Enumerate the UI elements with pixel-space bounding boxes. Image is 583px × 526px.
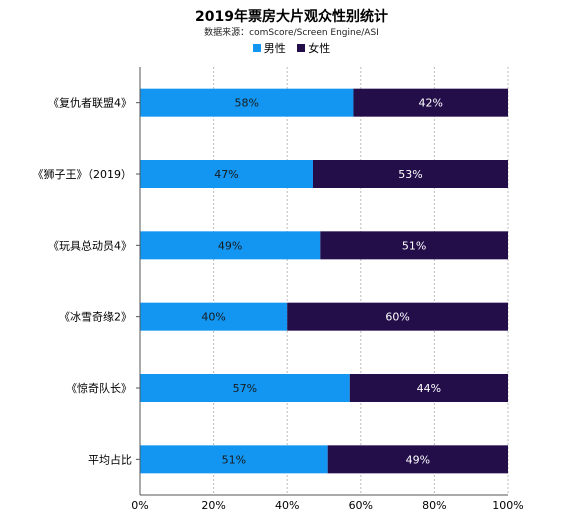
data-label-male: 47% bbox=[214, 168, 238, 181]
data-label-male: 40% bbox=[201, 311, 225, 324]
bar-male bbox=[140, 302, 288, 331]
data-label-male: 51% bbox=[222, 453, 246, 466]
category-label: 《惊奇队长》 bbox=[66, 381, 132, 395]
x-tick-label: 60% bbox=[349, 499, 373, 512]
bar-female bbox=[320, 231, 508, 260]
bar-male bbox=[140, 231, 321, 260]
category-label: 平均占比 bbox=[88, 452, 132, 466]
data-label-female: 42% bbox=[418, 97, 442, 110]
bar-female bbox=[312, 160, 508, 188]
category-label: 《玩具总动员4》 bbox=[48, 238, 132, 252]
bar-male bbox=[140, 88, 354, 117]
legend-item-male: 男性 bbox=[252, 40, 286, 56]
legend: 男性 女性 bbox=[0, 40, 583, 56]
data-label-female: 44% bbox=[417, 382, 441, 395]
bar-female bbox=[287, 302, 508, 331]
x-tick-label: 20% bbox=[201, 499, 225, 512]
chart-subtitle: 数据来源：comScore/Screen Engine/ASI bbox=[204, 28, 379, 38]
bar-female bbox=[327, 445, 508, 474]
legend-label-female: 女性 bbox=[308, 42, 331, 55]
data-label-male: 49% bbox=[218, 239, 242, 252]
bar-male bbox=[140, 374, 350, 402]
legend-swatch-male bbox=[252, 44, 261, 52]
data-label-female: 53% bbox=[398, 168, 422, 181]
bar-female bbox=[353, 88, 508, 117]
category-label: 《狮子王》（2019） bbox=[33, 168, 133, 181]
x-tick-label: 80% bbox=[422, 499, 446, 512]
data-label-female: 49% bbox=[406, 453, 430, 466]
data-label-female: 51% bbox=[402, 239, 426, 252]
x-tick-label: 40% bbox=[275, 499, 299, 512]
bar-male bbox=[140, 445, 328, 474]
data-label-male: 57% bbox=[233, 382, 257, 395]
legend-item-female: 女性 bbox=[297, 40, 330, 56]
legend-label-male: 男性 bbox=[263, 42, 286, 55]
category-label: 《复仇者联盟4》 bbox=[48, 96, 132, 110]
x-tick-label: 100% bbox=[492, 499, 523, 512]
chart-title: 2019年票房大片观众性别统计 bbox=[195, 9, 388, 25]
legend-swatch-female bbox=[297, 44, 306, 52]
x-tick-label: 0% bbox=[131, 499, 148, 512]
data-label-female: 60% bbox=[385, 311, 409, 324]
bar-male bbox=[140, 160, 313, 188]
bar-female bbox=[349, 374, 508, 402]
category-label: 《冰雪奇缘2》 bbox=[59, 311, 132, 324]
data-label-male: 58% bbox=[234, 97, 258, 110]
